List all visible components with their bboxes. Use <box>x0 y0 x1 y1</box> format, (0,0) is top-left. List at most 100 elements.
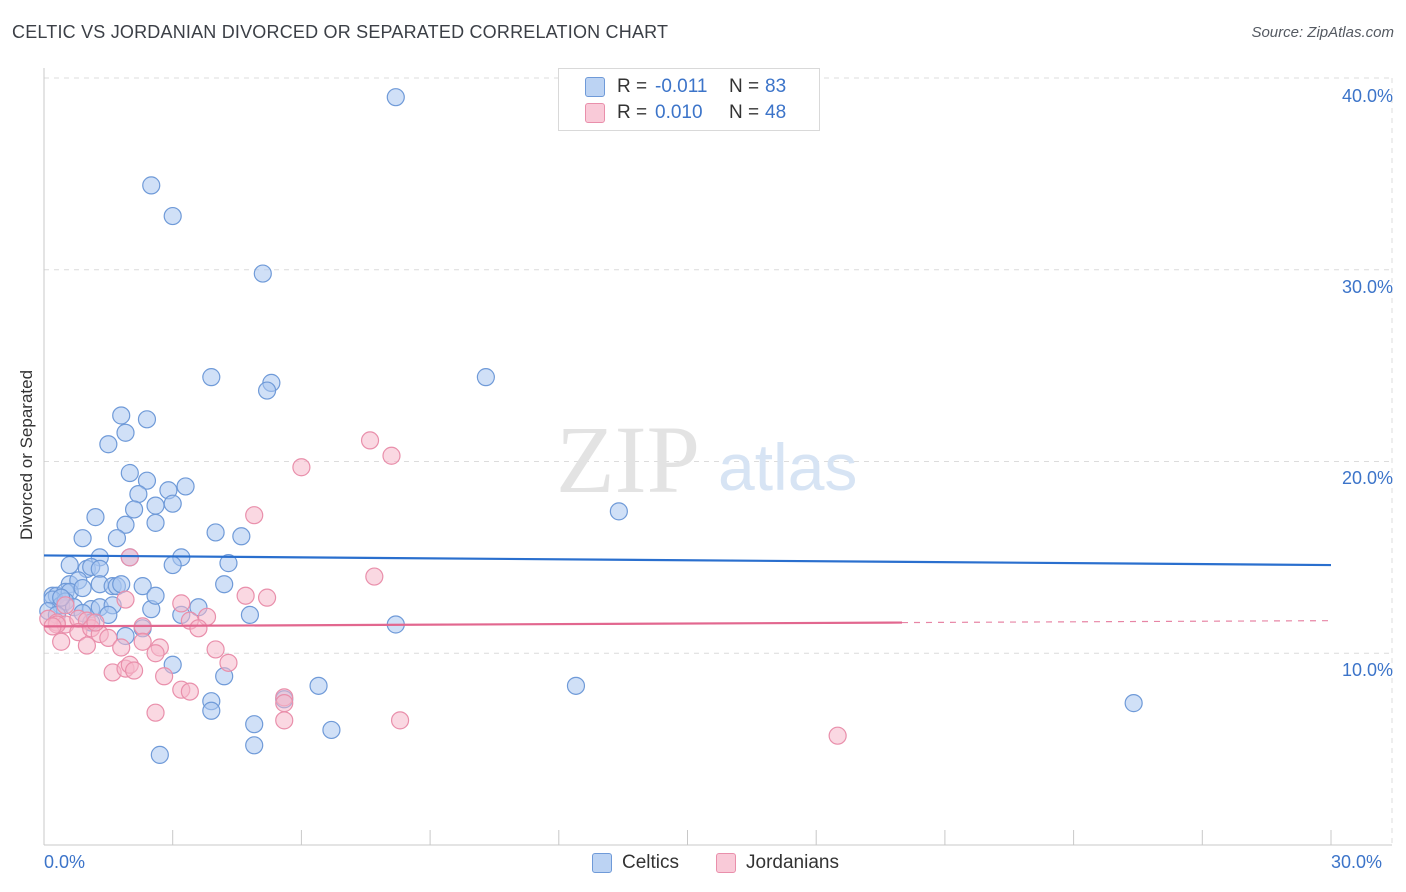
celtic-point <box>146 496 165 515</box>
legend-r-label: R = <box>617 76 648 97</box>
jordanian-point <box>219 653 238 672</box>
y-axis-label: Divorced or Separated <box>17 369 36 541</box>
jordanians-legend-label: Jordanians <box>746 852 839 873</box>
celtic-point <box>112 406 131 425</box>
jordanian-point <box>146 644 165 663</box>
jordanian-point <box>236 586 255 605</box>
celtic-point <box>129 484 148 504</box>
celtic-point <box>107 529 127 548</box>
celtic-point <box>116 423 135 442</box>
jordanian-point <box>189 619 208 638</box>
celtic-point <box>90 559 109 578</box>
legend-row-jordanians: R = 0.010 N = 48 <box>585 101 839 125</box>
jordanian-point <box>86 613 105 632</box>
celtic-point <box>60 555 79 575</box>
celtic-point <box>253 264 272 283</box>
x-tick-label-min: 0.0% <box>44 852 86 872</box>
jordanians-legend-swatch <box>716 853 736 873</box>
celtic-point <box>386 88 405 107</box>
jordanian-point <box>77 636 97 655</box>
jordanian-point <box>257 588 277 607</box>
trend-layer <box>43 554 1332 628</box>
jordanian-point <box>365 567 384 586</box>
chart-title: CELTIC VS JORDANIAN DIVORCED OR SEPARATE… <box>12 22 669 42</box>
celtic-trend-line <box>43 554 1332 567</box>
celtic-point <box>202 368 221 387</box>
celtic-point <box>99 435 118 454</box>
jordanian-point <box>116 590 135 609</box>
legend-n-value: 83 <box>765 76 787 97</box>
celtic-point <box>566 676 586 695</box>
legend-r-value: -0.011 <box>655 76 708 97</box>
y-tick-label-30: 30.0% <box>1341 277 1393 297</box>
jordanian-point <box>382 446 401 465</box>
y-tick-label-20: 20.0% <box>1341 468 1393 488</box>
celtic-point <box>120 463 139 483</box>
jordanian-point <box>56 596 75 615</box>
celtic-point <box>163 494 182 513</box>
celtic-point <box>215 575 234 594</box>
jordanian-point <box>206 640 225 659</box>
jordanian-trend-line <box>43 621 903 628</box>
celtic-point <box>176 477 195 496</box>
y-tick-label-10: 10.0% <box>1341 660 1393 680</box>
celtics-swatch <box>585 77 605 97</box>
celtic-point <box>150 745 169 764</box>
celtic-point <box>142 176 161 195</box>
celtics-legend-swatch <box>592 853 612 873</box>
bottom-legend-celtics: Celtics <box>592 852 679 874</box>
celtic-point <box>137 471 157 490</box>
jordanian-point <box>52 632 71 651</box>
jordanian-point <box>120 548 139 567</box>
celtic-point <box>322 720 341 740</box>
jordanian-point <box>180 682 199 701</box>
celtic-point <box>112 575 131 594</box>
celtic-point <box>245 736 264 755</box>
source-label: Source: ZipAtlas.com <box>1251 24 1394 41</box>
stats-legend: R = -0.011 N = 83 R = 0.010 N = 48 <box>558 68 820 131</box>
legend-r-label: R = <box>617 102 648 123</box>
watermark-atlas: atlas <box>718 430 857 504</box>
zipatlas-watermark: ZIP atlas <box>556 406 857 513</box>
jordanians-swatch <box>585 103 605 123</box>
legend-row-celtics: R = -0.011 N = 83 <box>585 75 839 99</box>
bottom-legend-jordanians: Jordanians <box>716 852 839 874</box>
legend-n-label: N = <box>729 76 760 97</box>
legend-n-label: N = <box>729 102 760 123</box>
y-tick-label-40: 40.0% <box>1341 86 1393 106</box>
jordanian-point <box>360 431 380 450</box>
celtics-legend-label: Celtics <box>622 852 680 873</box>
celtic-point <box>137 410 157 429</box>
jordanian-point <box>155 667 174 686</box>
jordanian-point <box>390 711 410 730</box>
legend-n-value: 48 <box>765 102 787 123</box>
celtic-point <box>206 523 225 542</box>
jordanian-point <box>245 506 264 525</box>
jordanian-point <box>124 661 144 680</box>
celtic-point <box>1124 694 1143 713</box>
jordanian-point <box>275 694 294 713</box>
jordanian-point <box>172 594 191 613</box>
celtic-point <box>609 502 628 521</box>
celtic-point <box>245 715 264 734</box>
celtic-point <box>219 554 238 573</box>
jordanian-point <box>112 638 131 657</box>
celtic-point <box>163 206 182 226</box>
celtic-point <box>240 605 260 625</box>
celtic-point <box>257 381 277 400</box>
celtic-point <box>133 577 152 596</box>
celtic-point <box>146 586 165 605</box>
celtic-point <box>73 529 92 548</box>
jordanian-trend-line-extrapolated <box>901 620 1332 624</box>
jordanian-point <box>133 632 152 651</box>
jordanian-point <box>146 703 165 722</box>
celtic-point <box>163 555 182 575</box>
axis-layer <box>43 68 1392 846</box>
celtic-point <box>73 578 92 598</box>
celtic-point <box>309 676 328 695</box>
celtic-point <box>476 368 495 387</box>
celtic-point <box>116 515 135 534</box>
watermark-zip: ZIP <box>556 406 700 513</box>
jordanian-point <box>99 628 118 648</box>
